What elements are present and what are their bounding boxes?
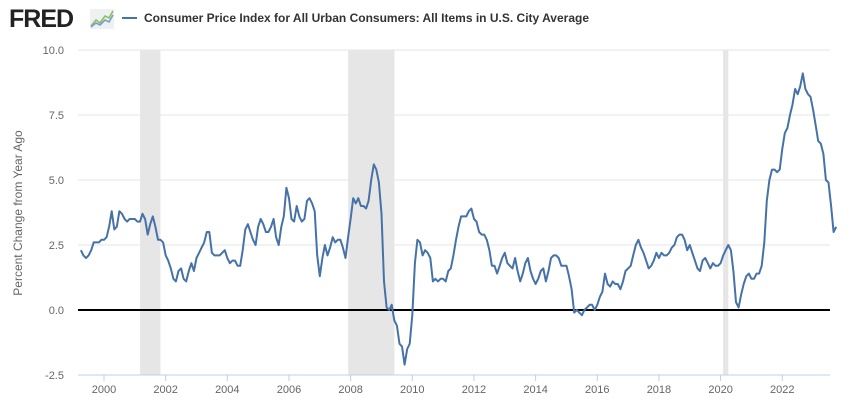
x-tick-label: 2016: [585, 384, 609, 396]
x-tick-label: 2012: [462, 384, 486, 396]
x-tick-label: 2022: [770, 384, 794, 396]
gridlines: [78, 49, 830, 311]
x-tick-label: 2020: [708, 384, 732, 396]
x-tick-label: 2010: [400, 384, 424, 396]
recession-band: [140, 50, 161, 375]
legend[interactable]: Consumer Price Index for All Urban Consu…: [122, 11, 589, 25]
x-tick-label: 2018: [647, 384, 671, 396]
y-axis-ticks: -2.5 0.0 2.5 5.0 7.5 10.0: [43, 45, 64, 382]
recession-band: [348, 50, 395, 375]
chart-line-icon: [90, 9, 114, 29]
x-axis: 2000 2002 2004 2006 2008 2010 2012 2014 2016 2018…: [78, 374, 830, 396]
x-tick-label: 2000: [92, 384, 116, 396]
x-tick-label: 2008: [338, 384, 362, 396]
x-tick-label: 2006: [277, 384, 301, 396]
x-tick-label: 2002: [153, 384, 177, 396]
x-tick-label: 2004: [215, 384, 239, 396]
legend-swatch: [122, 17, 137, 19]
y-tick-label: 0.0: [49, 305, 64, 317]
y-tick-label: 5.0: [49, 175, 64, 187]
y-tick-label: -2.5: [45, 370, 64, 382]
legend-label: Consumer Price Index for All Urban Consu…: [144, 11, 589, 25]
y-axis-title: Percent Change from Year Ago: [11, 130, 25, 296]
y-tick-label: 2.5: [49, 240, 64, 252]
series-line-cpi: [79, 72, 838, 366]
recession-band: [723, 50, 729, 375]
y-tick-label: 10.0: [43, 45, 64, 57]
series-layer: [79, 72, 838, 366]
y-tick-label: 7.5: [49, 110, 64, 122]
chart-header: FRED Consumer Price Index for All Urban …: [0, 0, 850, 40]
recession-shading: [140, 50, 729, 375]
x-tick-label: 2014: [523, 384, 547, 396]
fred-logo[interactable]: FRED: [9, 5, 74, 33]
